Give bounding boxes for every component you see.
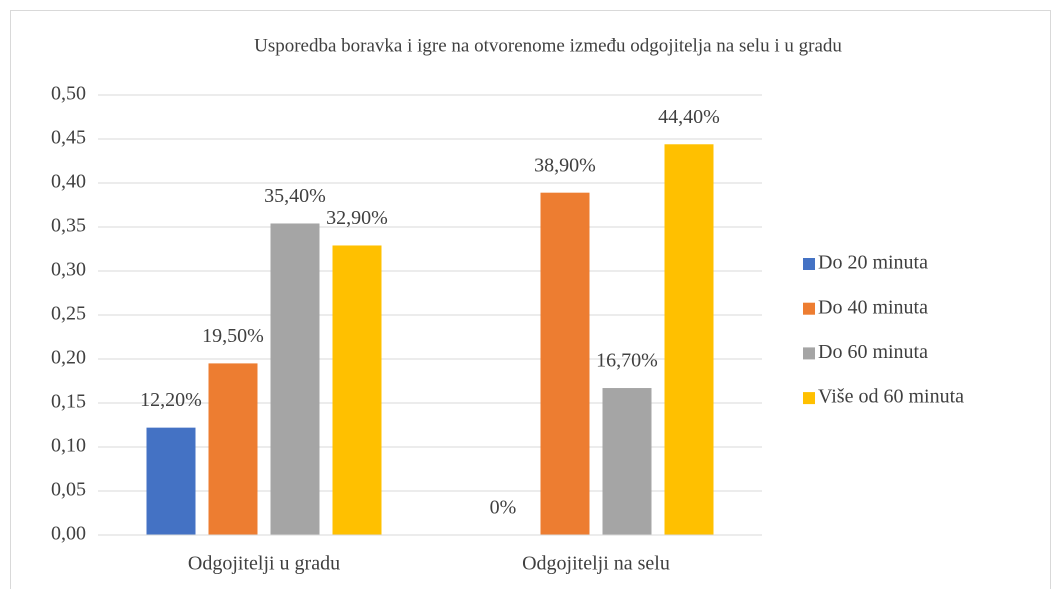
legend-swatch [803,392,815,405]
y-tick-label: 0,15 [51,391,86,413]
value-label: 35,40% [264,185,326,207]
value-label: 32,90% [326,207,388,229]
value-label: 19,50% [202,325,264,347]
y-tick-label: 0,00 [51,523,86,545]
bar [664,144,714,535]
legend-swatch [803,258,815,270]
value-label: 12,20% [140,389,202,411]
x-tick-label: Odgojitelji na selu [522,553,670,575]
legend-swatch [803,347,815,360]
x-tick-label: Odgojitelji u gradu [188,553,340,575]
y-tick-label: 0,05 [51,479,86,501]
bar [270,223,320,536]
legend-label: Do 40 minuta [818,296,928,318]
legend-label: Više od 60 minuta [818,386,964,408]
legend-label: Do 60 minuta [818,341,928,363]
bar [332,245,382,536]
value-label: 16,70% [596,350,658,372]
value-label: 44,40% [658,106,720,128]
y-tick-label: 0,40 [51,171,86,193]
y-tick-label: 0,10 [51,435,86,457]
bar [540,192,590,535]
legend-swatch [803,302,815,315]
y-tick-label: 0,50 [51,83,86,105]
value-label: 38,90% [534,154,596,176]
y-tick-label: 0,25 [51,303,86,325]
bar [602,388,652,535]
y-tick-label: 0,30 [51,259,86,281]
bar [146,427,196,535]
chart-title: Usporedba boravka i igre na otvorenome i… [254,35,842,56]
y-tick-label: 0,20 [51,347,86,369]
value-label: 0% [490,497,517,519]
y-tick-label: 0,35 [51,215,86,237]
y-tick-label: 0,45 [51,127,86,149]
bar [208,363,258,535]
legend-label: Do 20 minuta [818,252,928,274]
